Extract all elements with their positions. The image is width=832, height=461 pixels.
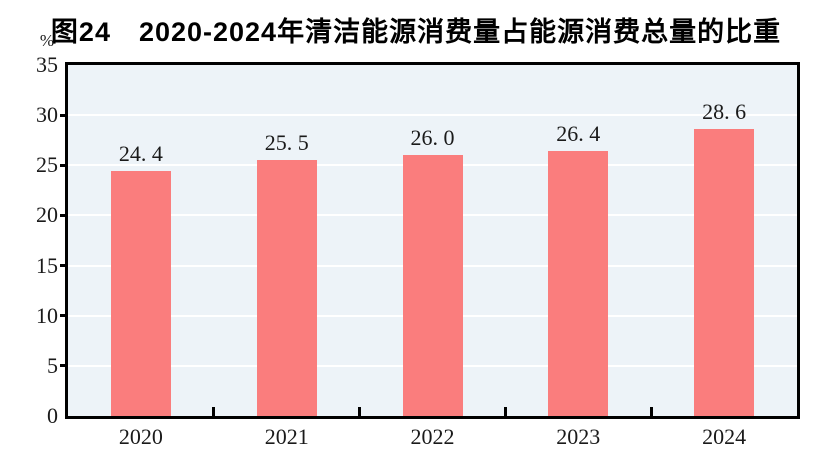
bar-value-label: 24. 4	[118, 141, 163, 167]
bar-value-label: 26. 0	[410, 125, 455, 151]
bar-2024	[694, 129, 755, 416]
x-axis-label: 2023	[556, 424, 601, 449]
y-axis-label: 10	[36, 302, 58, 328]
plot-inner	[68, 65, 797, 416]
chart-title: 图24 2020-2024年清洁能源消费量占能源消费总量的比重	[50, 17, 782, 47]
x-axis-tick	[358, 407, 362, 416]
bar-value-label: 26. 4	[556, 121, 601, 147]
y-axis-tick	[60, 314, 68, 318]
bar-2020	[110, 171, 171, 416]
y-axis-tick	[60, 113, 68, 117]
y-axis-tick	[60, 264, 68, 268]
x-axis-label: 2022	[410, 424, 455, 449]
plot-area	[65, 62, 800, 419]
x-axis-tick	[212, 407, 216, 416]
x-axis-tick	[649, 407, 653, 416]
y-axis-tick	[60, 364, 68, 368]
y-axis-tick	[60, 163, 68, 167]
y-axis-label: 30	[36, 102, 58, 128]
x-axis-tick	[503, 407, 507, 416]
y-axis-tick	[60, 213, 68, 217]
bar-2023	[548, 151, 609, 416]
y-axis-label: 25	[36, 152, 58, 178]
y-axis-label: 15	[36, 252, 58, 278]
bar-value-label: 28. 6	[702, 99, 747, 125]
x-axis-label: 2021	[264, 424, 309, 449]
y-axis-unit-label: %	[39, 31, 54, 50]
y-axis-label: 35	[36, 52, 58, 77]
x-axis-label: 2024	[702, 424, 747, 449]
y-axis-label: 0	[47, 403, 58, 428]
y-axis-label: 5	[47, 352, 58, 378]
x-axis-label: 2020	[118, 424, 163, 449]
y-axis-label: 20	[36, 202, 58, 228]
gridline	[68, 114, 797, 117]
bar-2021	[256, 160, 317, 416]
bar-2022	[402, 155, 463, 416]
bar-value-label: 25. 5	[264, 130, 309, 156]
